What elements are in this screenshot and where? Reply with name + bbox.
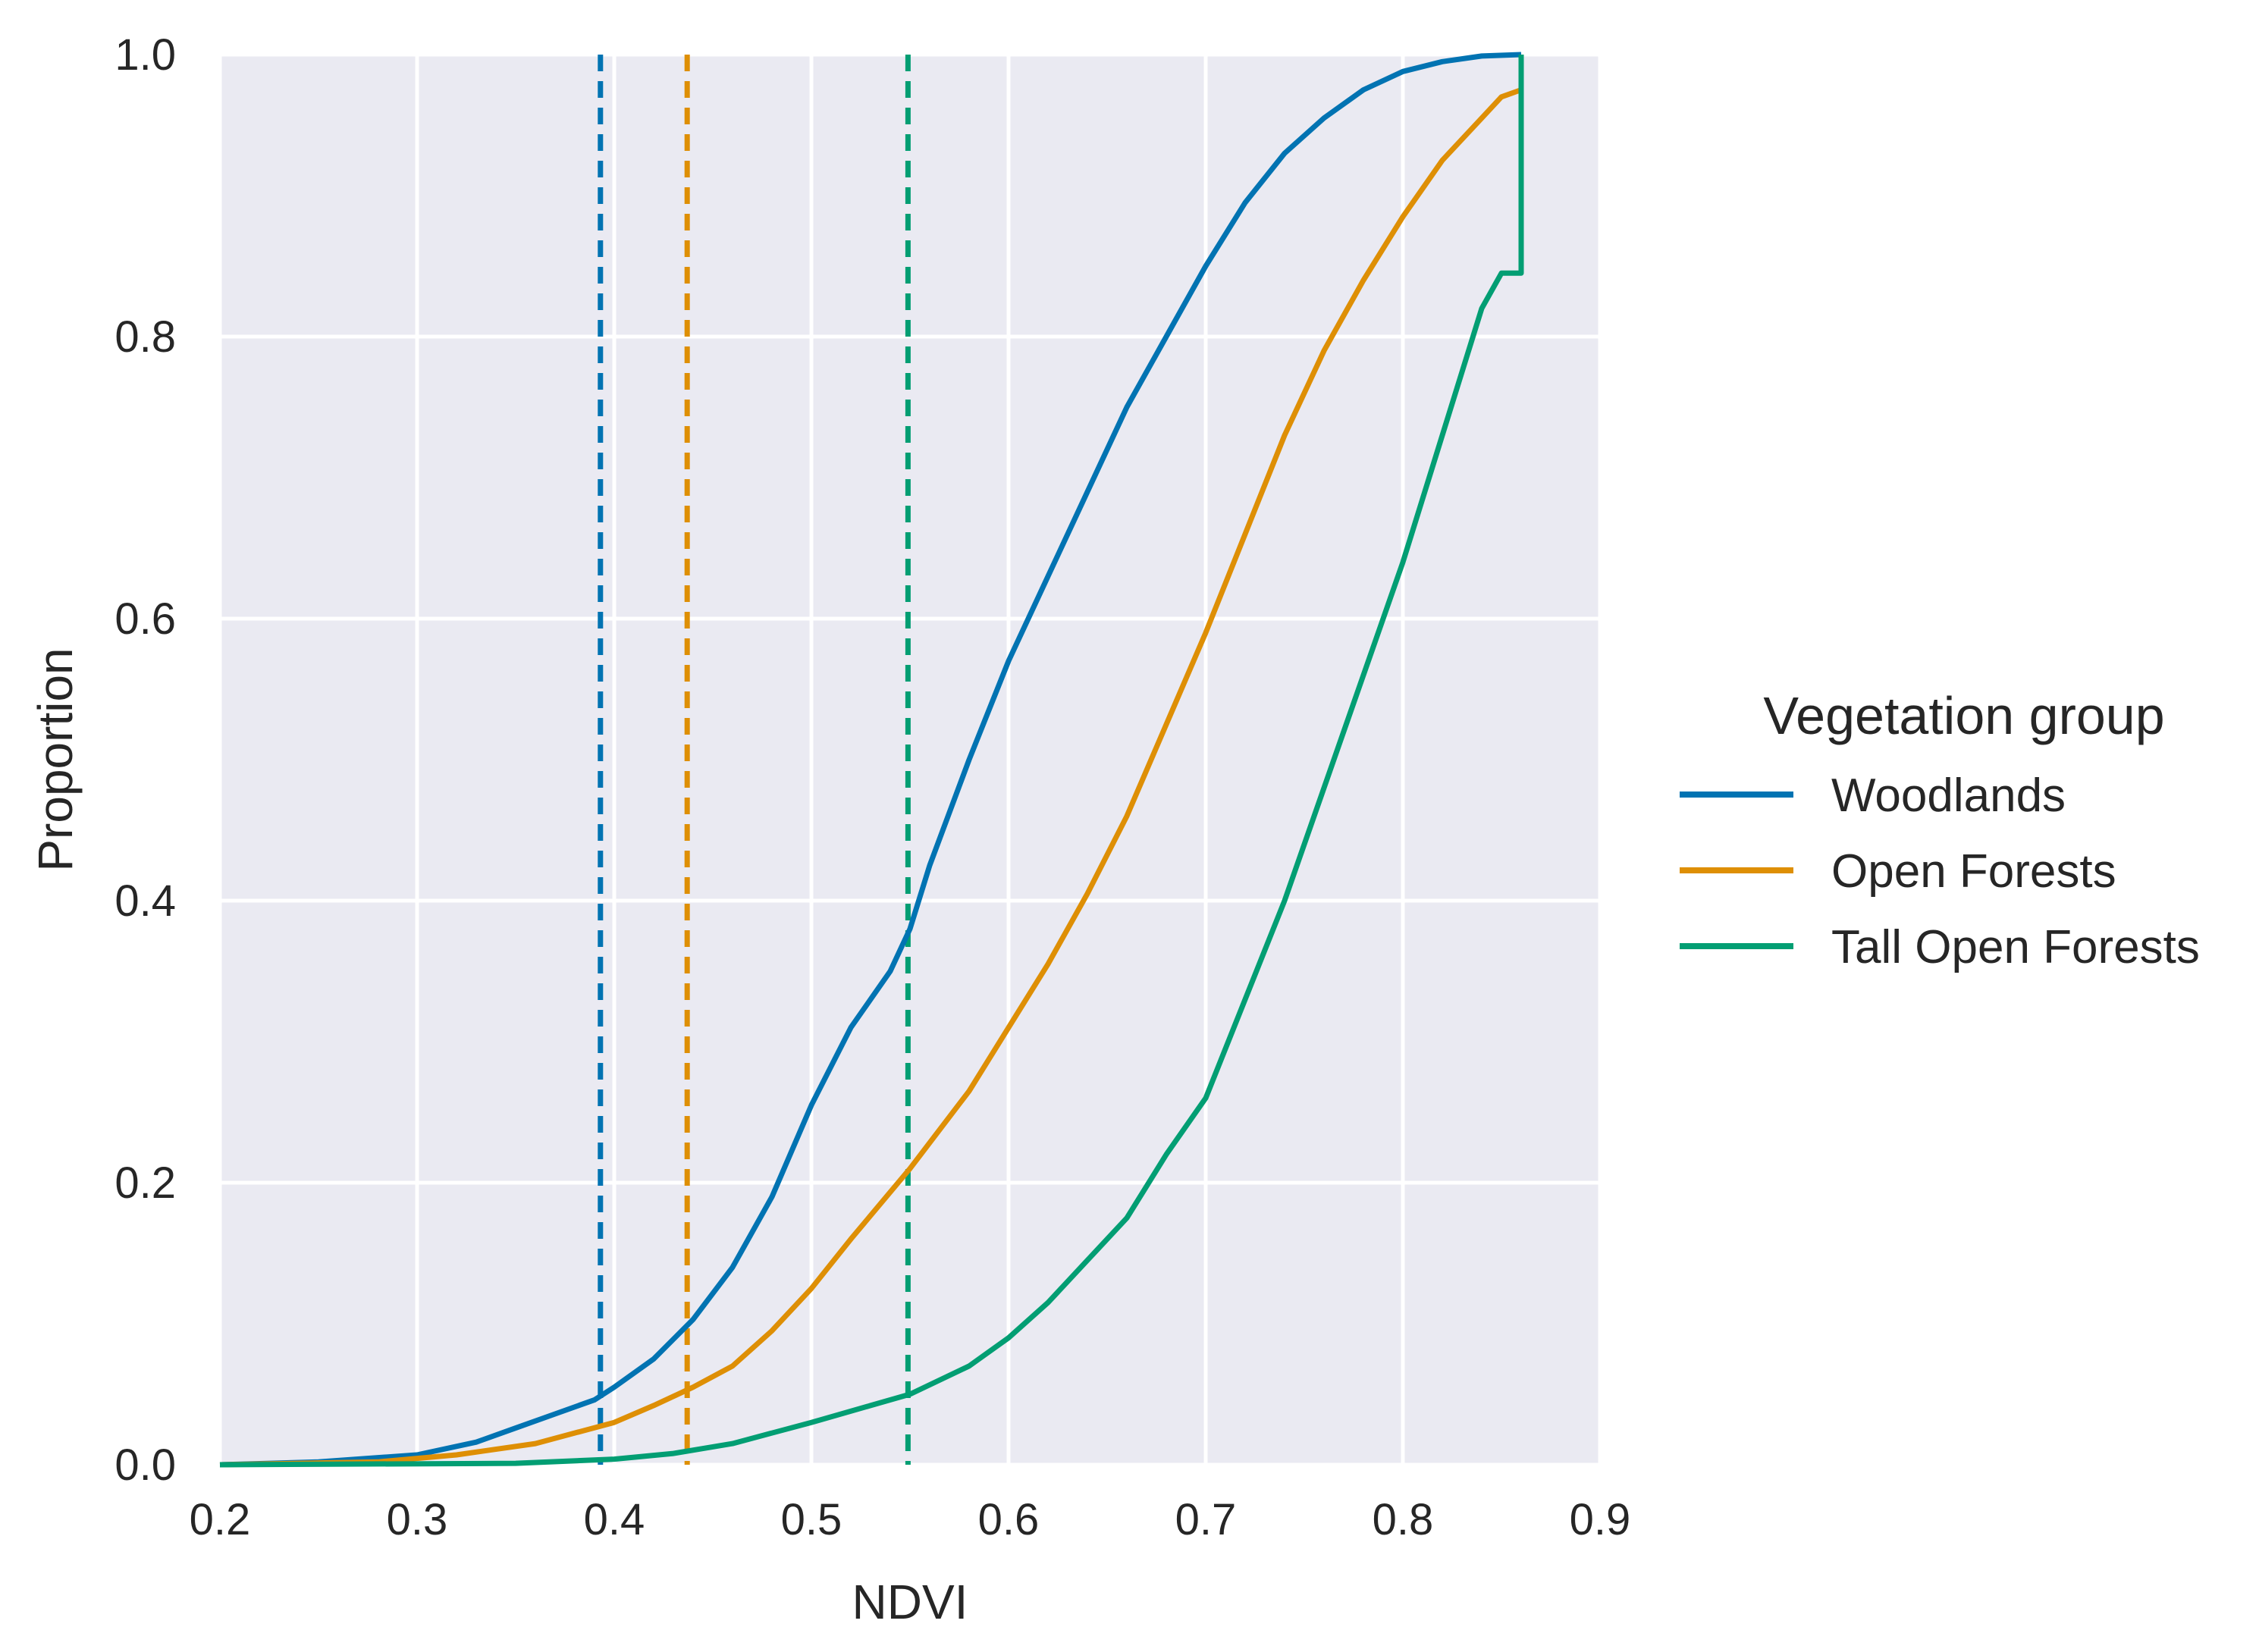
x-tick-label: 0.6: [978, 1495, 1040, 1544]
threshold-lines: [598, 55, 911, 1465]
x-tick-label: 0.3: [387, 1495, 448, 1544]
y-tick-label: 0.6: [115, 594, 176, 644]
y-tick-labels: 0.0 0.2 0.4 0.6 0.8 1.0: [115, 30, 176, 1490]
x-tick-labels: 0.2 0.3 0.4 0.5 0.6 0.7 0.8 0.9: [190, 1495, 1631, 1544]
x-tick-label: 0.8: [1373, 1495, 1434, 1544]
series-line: [219, 55, 1524, 1468]
series-line: [219, 55, 1524, 1468]
y-tick-label: 0.8: [115, 312, 176, 362]
y-axis-label: Proportion: [28, 647, 83, 871]
x-axis-label: NDVI: [852, 1575, 968, 1629]
legend: Vegetation group Woodlands Open Forests Ta…: [1680, 686, 2200, 973]
y-tick-label: 0.2: [115, 1158, 176, 1208]
legend-label: Woodlands: [1831, 770, 2066, 822]
y-tick-label: 0.4: [115, 876, 176, 926]
x-tick-label: 0.9: [1570, 1495, 1631, 1544]
legend-title: Vegetation group: [1763, 686, 2164, 745]
x-tick-label: 0.7: [1175, 1495, 1237, 1544]
legend-label: Open Forests: [1831, 845, 2116, 898]
series-line: [219, 52, 1522, 1468]
y-tick-label: 1.0: [115, 30, 176, 80]
x-tick-label: 0.2: [190, 1495, 251, 1544]
x-tick-label: 0.4: [584, 1495, 645, 1544]
y-tick-label: 0.0: [115, 1440, 176, 1490]
x-tick-label: 0.5: [781, 1495, 842, 1544]
legend-label: Tall Open Forests: [1831, 921, 2200, 973]
series-lines: [219, 52, 1524, 1468]
